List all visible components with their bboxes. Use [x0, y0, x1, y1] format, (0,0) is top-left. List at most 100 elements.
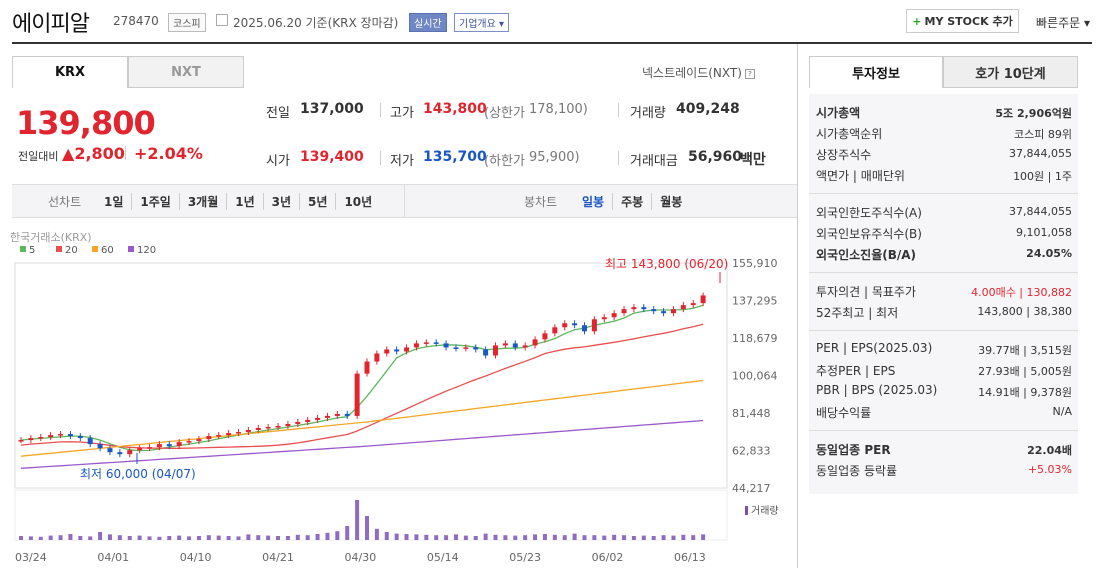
period-list: 1일 1주일 3개월 1년 3년 5년 10년 [96, 193, 380, 210]
period-candle_items-2[interactable]: 월봉 [651, 193, 690, 210]
info-icon: ? [744, 68, 755, 79]
corp-info-button[interactable]: 기업개요 ▾ [454, 13, 510, 32]
candle-body [453, 347, 459, 349]
volume-bar [78, 536, 83, 540]
period-items-5[interactable]: 5년 [299, 193, 335, 210]
candle-body [661, 311, 667, 314]
candle-body [48, 435, 54, 438]
candle-body [77, 436, 83, 439]
period-candle_items-0[interactable]: 일봉 [582, 195, 605, 209]
lower-label: (하한가 [484, 154, 525, 169]
candle-body [107, 448, 113, 453]
candle-body [265, 426, 271, 429]
x-tick-label: 06/13 [674, 551, 706, 564]
plus-icon: + [912, 14, 922, 28]
y-tick-label: 155,910 [732, 257, 778, 270]
candle-body [700, 295, 706, 304]
volume-bar [107, 534, 112, 540]
price-chart: 한국거래소(KRX)5 20 60 120 155,910 137,295 118,679 1… [10, 231, 779, 564]
volume-bar [463, 535, 468, 540]
invest-value: 37,844,055 [1009, 147, 1072, 160]
candle-body [324, 415, 330, 418]
period-candle_items-1[interactable]: 주봉 [612, 193, 651, 210]
diff-label: 전일대비 [18, 150, 59, 163]
volume-bar [325, 532, 330, 540]
invest-key: 시가총액 [816, 106, 861, 120]
period-items-1[interactable]: 1주일 [131, 193, 178, 210]
invest-value: 37,844,055 [1009, 205, 1072, 218]
candle-body [87, 438, 93, 445]
divider [809, 330, 1078, 331]
volume-bar [523, 535, 528, 540]
candle-body [532, 339, 538, 346]
my-stock-button[interactable]: + MY STOCK 추가 [906, 9, 1019, 33]
candle-body [522, 345, 528, 348]
volume-bar [562, 535, 567, 540]
candle-body [483, 349, 489, 356]
invest-value: N/A [1052, 405, 1072, 418]
volume-bar [276, 536, 281, 540]
candle-body [285, 423, 291, 426]
invest-panel: 시가총액 5조 2,906억원 시가총액순위 코스피 89위 상장주식수 37,844,0… [809, 94, 1078, 494]
period-items-0[interactable]: 1일 [104, 195, 124, 209]
ma-line-60 [20, 379, 704, 457]
candle-body [423, 342, 429, 344]
plot-frame [14, 262, 728, 489]
candle-body [631, 307, 637, 310]
calendar-icon [216, 14, 228, 26]
period-items-6[interactable]: 10년 [335, 193, 380, 210]
realtime-badge[interactable]: 실시간 [409, 13, 447, 32]
volume-bar [612, 534, 617, 540]
up-arrow-icon: ▲ [62, 144, 75, 163]
quick-order-button[interactable]: 빠른주문 ▾ [1036, 14, 1090, 31]
volume-bar [256, 535, 261, 540]
volume-bar [19, 536, 23, 540]
volume-bar [266, 535, 271, 540]
volume-bar [295, 534, 300, 540]
divider [809, 272, 1078, 273]
candle-body [117, 452, 123, 455]
tab-invest-info[interactable]: 투자정보 [809, 56, 943, 88]
volume-bar [503, 535, 508, 540]
candle-body [305, 419, 311, 422]
x-tick-label: 03/24 [15, 551, 47, 564]
period-items-3[interactable]: 1년 [226, 193, 262, 210]
candle-chart-label[interactable]: 봉차트 [524, 195, 558, 209]
ma-legend-swatch [92, 246, 98, 252]
x-tick-label: 05/23 [509, 551, 541, 564]
candle-body [354, 373, 360, 416]
candle-body [295, 421, 301, 424]
volume-bar [345, 526, 350, 540]
volume-bar [641, 535, 646, 540]
volume-bar [167, 536, 172, 540]
volume-bar [177, 535, 182, 540]
divider [404, 185, 405, 217]
candle-body [493, 345, 499, 356]
candle-body [552, 327, 558, 334]
volume-bar [187, 536, 192, 540]
divider [380, 103, 381, 117]
period-items-2[interactable]: 3개월 [178, 193, 226, 210]
tab-krx[interactable]: KRX [12, 56, 128, 88]
price-diff: ▲2,800 [62, 144, 125, 163]
price-pct: +2.04% [134, 144, 203, 163]
volume-bar [651, 536, 656, 540]
period-items-4[interactable]: 3년 [262, 193, 299, 210]
base-date: 2025.06.20 기준(KRX 장마감) [233, 16, 399, 30]
line-chart-label[interactable]: 선차트 [48, 195, 82, 209]
volume-bar [315, 534, 320, 540]
volume-bar [236, 536, 241, 540]
invest-key: 52주최고 | 최저 [816, 306, 899, 320]
nxt-link[interactable]: 넥스트레이드(NXT)? [642, 64, 755, 81]
tab-nxt[interactable]: NXT [128, 56, 244, 88]
volume-bar [542, 534, 547, 540]
tab-order-book[interactable]: 호가 10단계 [943, 56, 1078, 88]
candle-body [334, 413, 340, 416]
candle-body [235, 432, 241, 434]
divider [618, 103, 619, 117]
corp-info-label: 기업개요 [459, 19, 496, 30]
candle-body [58, 434, 64, 436]
volume-bar [473, 536, 478, 540]
low-note: 최저 60,000 (04/07) [80, 467, 196, 481]
volume-bar [513, 535, 518, 540]
